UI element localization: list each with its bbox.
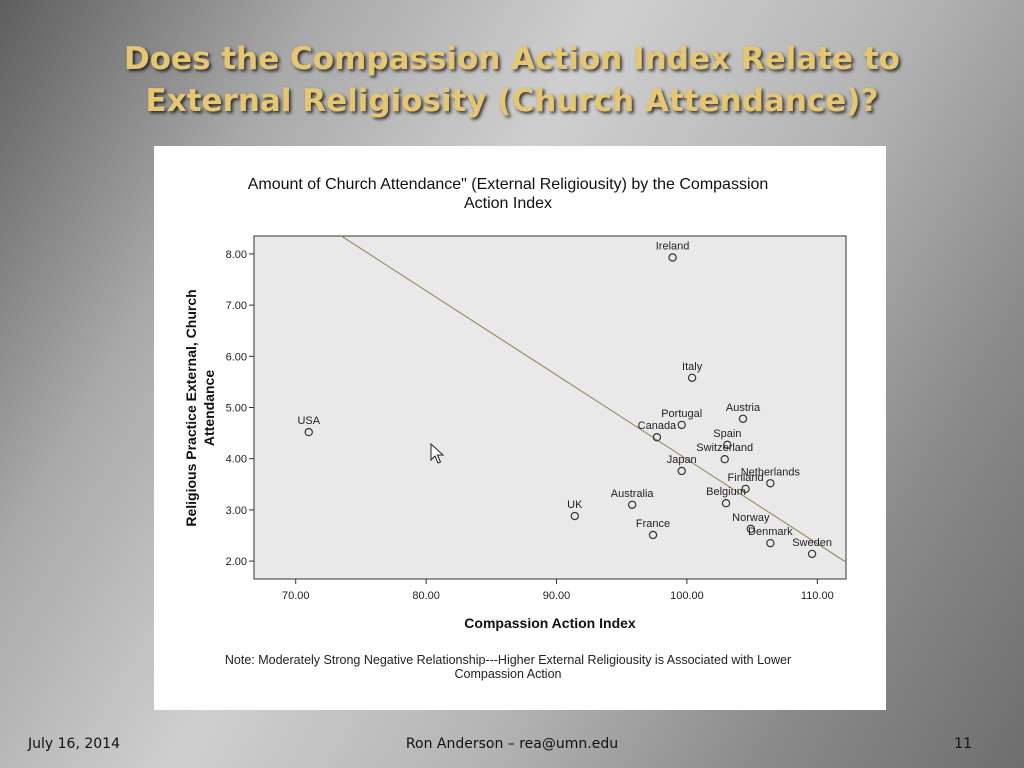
point-label: Portugal [661, 408, 702, 420]
y-tick-label: 3.00 [226, 505, 247, 517]
point-label: Norway [732, 512, 770, 524]
plot-area [253, 235, 847, 580]
y-tick-label: 6.00 [226, 351, 247, 363]
x-axis: 70.00 80.00 90.00 100.00 110.00 [282, 579, 834, 602]
point-label: Austria [726, 402, 761, 414]
x-tick-label: 100.00 [670, 590, 704, 602]
footer-date: July 16, 2014 [28, 736, 120, 752]
data-point [687, 373, 697, 383]
point-label: Ireland [656, 241, 690, 253]
y-tick-label: 4.00 [226, 454, 247, 466]
chart-note-line-2: Compassion Action [454, 667, 561, 681]
x-tick-label: 70.00 [282, 590, 310, 602]
point-label: Belgium [706, 486, 746, 498]
point-label: Sweden [792, 537, 832, 549]
slide-title-line-1: Does the Compassion Action Index Relate … [124, 41, 900, 77]
point-label: Switzerland [696, 442, 753, 454]
slide-title: Does the Compassion Action Index Relate … [40, 38, 984, 122]
data-point [723, 440, 732, 450]
data-point [721, 499, 731, 508]
chart-panel: Amount of Church Attendance" (External R… [154, 146, 886, 710]
point-label: France [636, 518, 670, 530]
slide-title-line-2: External Religiosity (Church Attendance)… [145, 83, 879, 119]
point-label: Netherlands [741, 466, 801, 478]
data-point [668, 253, 677, 262]
fit-line [341, 235, 847, 563]
data-point [766, 479, 775, 488]
y-tick-label: 2.00 [226, 556, 247, 568]
y-tick-label: 5.00 [226, 403, 247, 415]
data-point [648, 530, 658, 540]
data-point [746, 524, 756, 534]
data-point [738, 414, 748, 423]
x-axis-label: Compassion Action Index [464, 615, 636, 631]
mouse-cursor-icon [430, 442, 445, 464]
point-label: USA [297, 415, 320, 427]
x-tick-label: 110.00 [801, 590, 834, 602]
x-tick-label: 90.00 [543, 590, 571, 602]
y-axis-label-line-2: Attendance [201, 370, 217, 446]
data-point [720, 455, 729, 464]
point-label: Canada [638, 420, 677, 432]
y-tick-label: 8.00 [226, 249, 247, 261]
data-point [652, 432, 662, 442]
data-point [766, 538, 775, 548]
data-point [627, 500, 637, 509]
point-label: Denmark [748, 526, 793, 538]
chart-title-line-1: Amount of Church Attendance" (External R… [248, 176, 769, 193]
point-label: Spain [713, 428, 741, 440]
data-point [304, 427, 313, 437]
data-point [807, 549, 817, 559]
point-label: Italy [682, 361, 703, 373]
y-tick-label: 7.00 [226, 300, 247, 312]
data-point [677, 466, 686, 476]
data-points: Ireland Italy USA Portugal Austria Canada Spai… [297, 241, 832, 559]
point-label: UK [567, 499, 583, 511]
footer-author: Ron Anderson – rea@umn.edu [405, 736, 619, 752]
data-point [570, 511, 579, 521]
point-label: Finland [728, 472, 764, 484]
y-axis-label-line-1: Religious Practice External, Church [183, 289, 199, 526]
scatter-chart: Amount of Church Attendance" (External R… [183, 176, 847, 681]
y-axis: 2.00 3.00 4.00 5.00 6.00 7.00 8.00 [226, 249, 254, 568]
data-point [741, 484, 750, 494]
data-point [677, 420, 686, 430]
x-tick-label: 80.00 [412, 590, 440, 602]
point-label: Japan [667, 454, 697, 466]
footer-page-number: 11 [954, 736, 972, 752]
point-label: Australia [611, 488, 655, 500]
chart-note-line-1: Note: Moderately Strong Negative Relatio… [225, 653, 791, 667]
chart-title-line-2: Action Index [464, 195, 552, 212]
